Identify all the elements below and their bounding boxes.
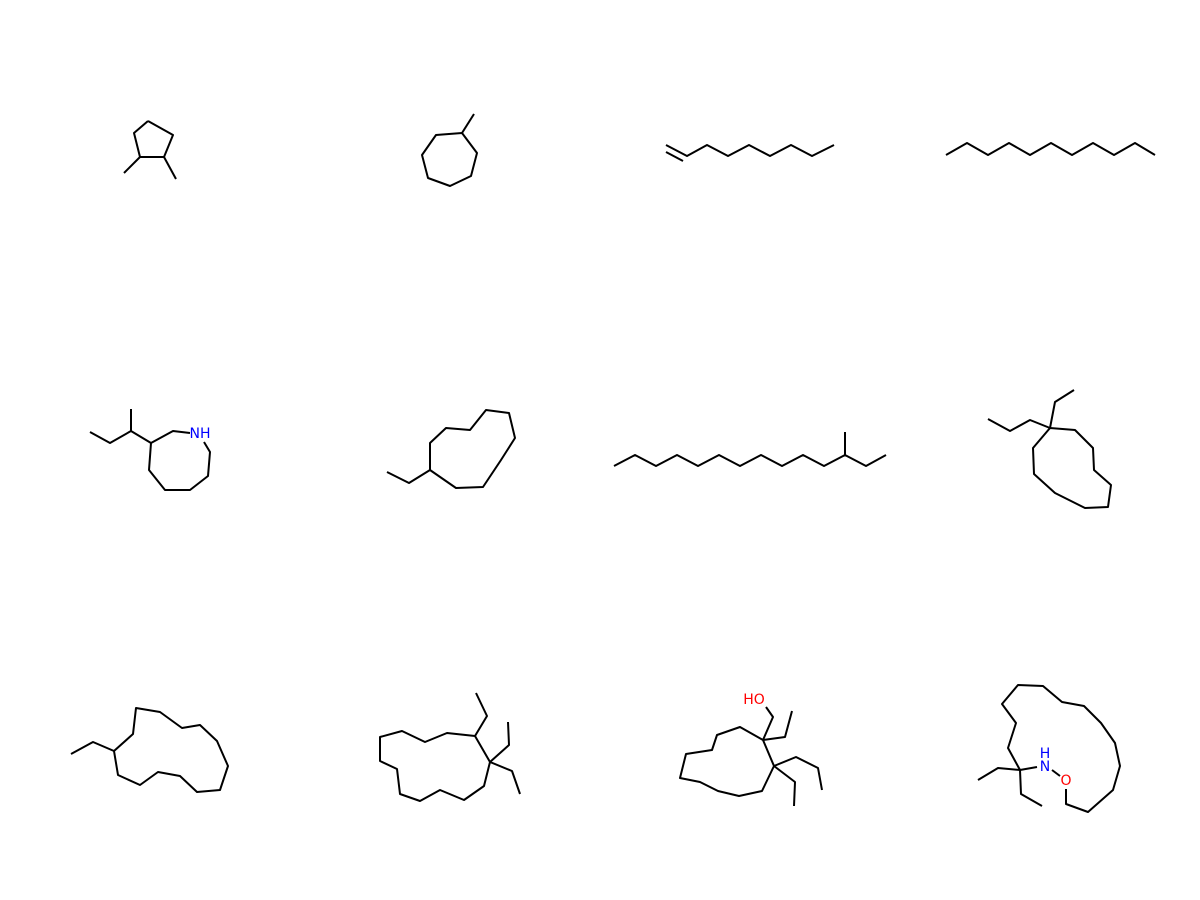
bond [773,756,823,791]
bond [386,469,431,484]
bond [1051,769,1061,777]
bond [977,767,1021,781]
molecule-8 [987,389,1112,509]
double-bond [665,151,684,162]
bond [1032,427,1112,509]
molecule-7 [613,432,887,467]
atom-label: H [1040,746,1051,762]
bond [148,430,211,491]
bond [613,454,887,467]
atom-label: HO [743,692,765,708]
bond [70,741,115,755]
bond [113,707,229,793]
bond [762,710,793,741]
molecule-11: HO [679,692,823,807]
bond [429,409,516,489]
bond [762,706,774,741]
molecule-1 [123,120,177,180]
bond [665,144,835,157]
bond [489,761,521,795]
bond [1001,684,1121,813]
bond [773,765,796,807]
molecule-4 [945,142,1156,156]
molecule-12: H N O [977,684,1121,813]
molecule-3 [665,144,835,162]
bond [679,726,775,797]
bond [163,156,177,180]
bond [123,156,141,174]
atom-label: O [1060,773,1071,789]
atom-label: N [1040,759,1050,775]
bond [421,132,478,187]
molecule-9 [70,707,229,793]
molecule-2 [421,113,478,187]
bond [945,142,1156,156]
bond [461,113,475,134]
bond [474,692,488,737]
molecule-10 [379,692,521,802]
bond [489,721,510,763]
bond [89,430,132,444]
atom-label: NH [190,426,211,442]
bond [1019,769,1043,807]
bond [987,418,1051,432]
bond [379,730,491,802]
bond [1049,389,1075,429]
molecule-5: NH [89,409,211,491]
molecule-6 [386,409,516,489]
bond [133,120,174,158]
